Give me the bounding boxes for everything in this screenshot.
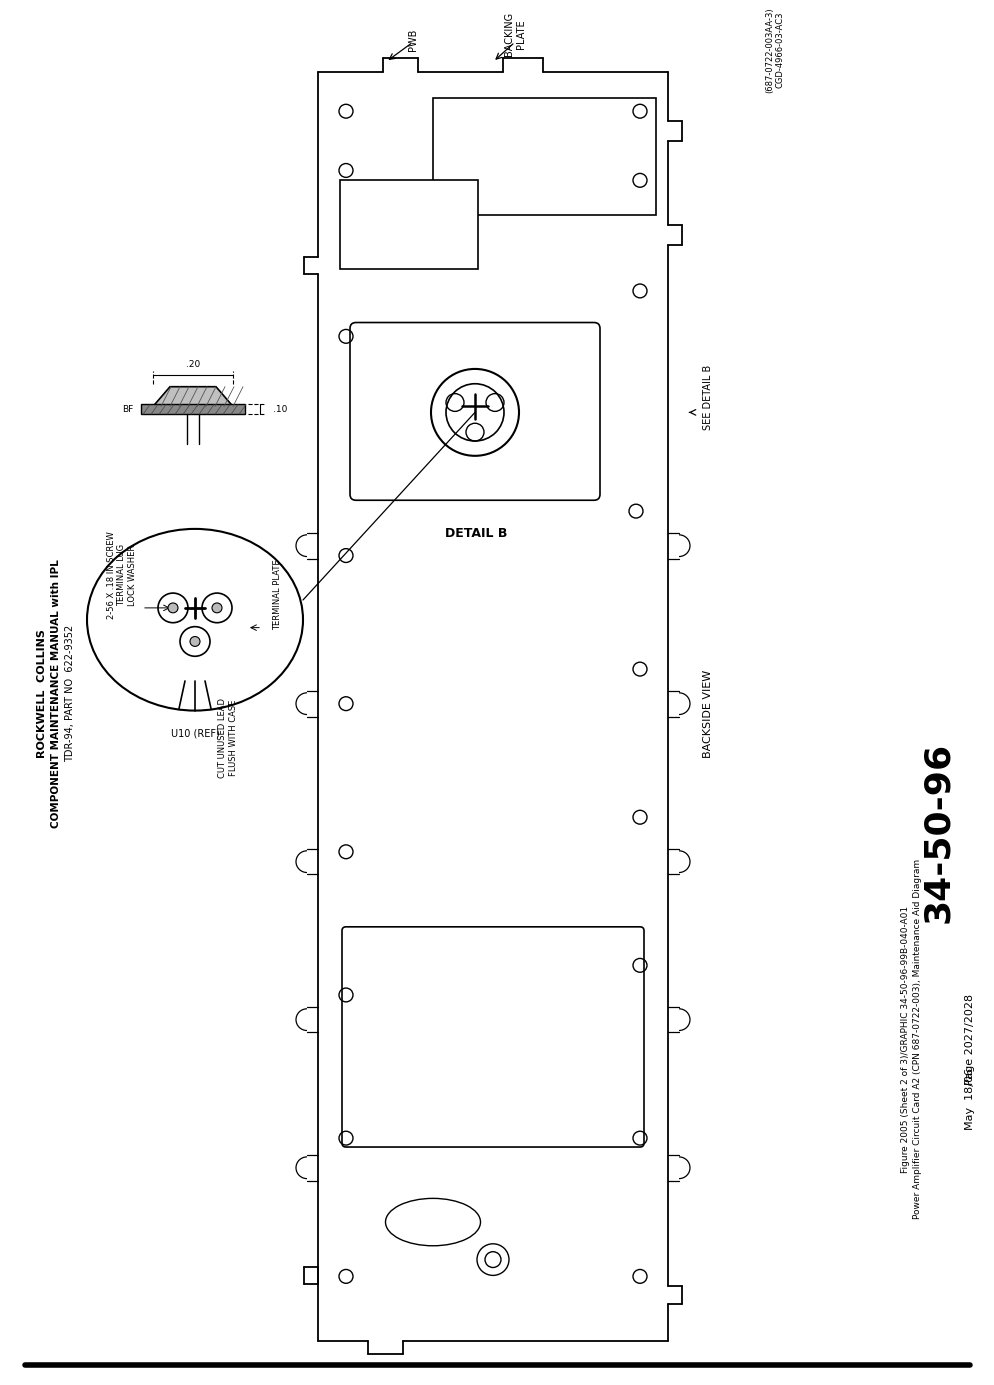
Text: TDR-94, PART NO  622-9352: TDR-94, PART NO 622-9352 [65,625,75,762]
Text: Page 2027/2028: Page 2027/2028 [964,994,974,1084]
Text: (687-0722-003AA-3)
CGD-4966-03-AC3: (687-0722-003AA-3) CGD-4966-03-AC3 [764,7,784,93]
Text: BF: BF [122,404,133,414]
Text: Figure 2005 (Sheet 2 of 3)/GRAPHIC 34-50-96-99B-040-A01: Figure 2005 (Sheet 2 of 3)/GRAPHIC 34-50… [901,906,910,1173]
Text: .10: .10 [272,404,287,414]
Text: ROCKWELL  COLLINS: ROCKWELL COLLINS [37,629,47,758]
Text: .20: .20 [186,360,200,370]
Text: May  18/06: May 18/06 [964,1068,974,1130]
Ellipse shape [87,530,302,709]
Polygon shape [153,386,233,406]
Text: 34-50-96: 34-50-96 [920,741,954,922]
Circle shape [168,602,178,612]
Bar [340,180,477,269]
Text: BACKSIDE VIEW: BACKSIDE VIEW [703,669,713,758]
Text: Power Amplifier Circuit Card A2 (CPN 687-0722-003), Maintenance Aid Diagram: Power Amplifier Circuit Card A2 (CPN 687… [912,859,921,1219]
Bar [141,404,245,414]
FancyBboxPatch shape [350,323,599,500]
Text: BACKING
PLATE: BACKING PLATE [504,12,525,57]
Text: 2-56 X .18 IN SCREW
TERMINAL LUG
LOCK WASHER: 2-56 X .18 IN SCREW TERMINAL LUG LOCK WA… [107,532,137,619]
Circle shape [190,637,200,647]
Text: TERMINAL PLATE: TERMINAL PLATE [273,560,282,630]
Text: COMPONENT MAINTENANCE MANUAL with IPL: COMPONENT MAINTENANCE MANUAL with IPL [51,560,61,828]
Bar [432,98,655,215]
FancyBboxPatch shape [342,927,643,1147]
Text: SEE DETAIL B: SEE DETAIL B [703,364,713,431]
Text: U10 (REF): U10 (REF) [170,729,219,738]
Text: DETAIL B: DETAIL B [444,528,507,540]
Circle shape [212,602,222,612]
Text: CUT UNUSED LEAD
FLUSH WITH CASE: CUT UNUSED LEAD FLUSH WITH CASE [218,698,238,778]
Text: PWB: PWB [408,29,417,51]
